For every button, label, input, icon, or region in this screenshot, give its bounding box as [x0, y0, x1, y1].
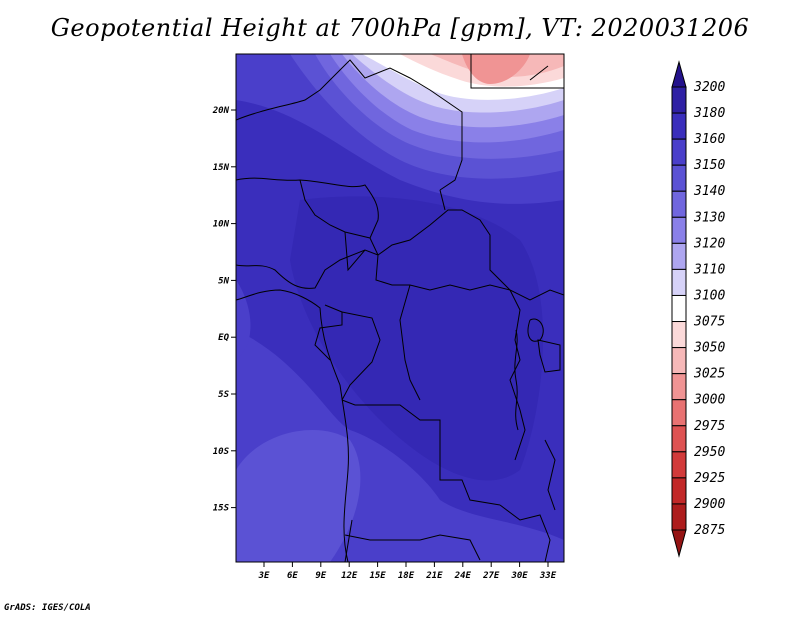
coastline	[529, 65, 549, 81]
colorbar-segment	[671, 451, 687, 479]
border-line	[470, 54, 564, 89]
lon-tick-label: 6E	[287, 571, 298, 581]
colorbar-label: 2900	[694, 497, 725, 512]
border-line	[236, 249, 379, 289]
lat-tick-label: 5S	[218, 390, 229, 400]
lon-tick-label: 18E	[398, 571, 415, 581]
coastline	[544, 439, 556, 511]
lat-tick-label: 15N	[213, 163, 230, 173]
colorbar-segment	[671, 164, 687, 192]
colorbar-segment	[671, 138, 687, 166]
lake-coast	[514, 329, 519, 431]
borders	[236, 54, 564, 562]
lon-tick-label: 9E	[315, 571, 326, 581]
colorbar-segment	[671, 190, 687, 218]
colorbar-label: 3120	[693, 236, 725, 251]
colorbar-segment	[671, 347, 687, 375]
colorbar-label: 3160	[693, 132, 725, 147]
colorbar: 3200 3180 3160 3150 3140 3130 3120 3110 3100 3075…	[671, 60, 725, 558]
map-area	[236, 54, 564, 562]
colorbar-label: 2950	[694, 445, 725, 460]
field-contour-west	[236, 280, 251, 360]
lon-tick-label: 12E	[341, 571, 358, 581]
border-line	[439, 189, 446, 211]
colorbar-segment	[671, 399, 687, 427]
colorbar-segment	[671, 294, 687, 323]
colorbar-segment	[671, 268, 687, 296]
lon-tick-label: 21E	[425, 571, 443, 581]
lon-tick-label: 27E	[482, 571, 500, 581]
colorbar-segment	[671, 216, 687, 244]
field-contour-3140-southwest	[236, 430, 361, 562]
colorbar-label: 3000	[693, 393, 725, 408]
colorbar-segment	[671, 112, 687, 140]
colorbar-label: 3025	[693, 367, 725, 382]
grads-credit: GrADS: IGES/COLA	[4, 603, 91, 613]
border-line	[299, 179, 371, 239]
lat-tick-label: EQ	[218, 333, 229, 343]
colorbar-label: 3180	[693, 106, 725, 121]
colorbar-label: 2875	[694, 523, 725, 538]
border-line	[341, 399, 501, 506]
border-line	[314, 304, 343, 361]
coastline	[236, 289, 349, 562]
colorbar-segment	[671, 477, 687, 505]
colorbar-segment	[671, 86, 687, 114]
map-frame	[235, 53, 565, 563]
colorbar-segment	[671, 425, 687, 453]
colorbar-label: 3130	[693, 210, 725, 225]
border-line	[341, 311, 381, 401]
field-contour-3160-core	[290, 196, 544, 481]
lon-tick-label: 3E	[258, 571, 270, 581]
lon-tick-label: 33E	[539, 571, 557, 581]
chart-title: Geopotential Height at 700hPa [gpm], VT:…	[50, 14, 750, 42]
border-line	[499, 504, 551, 562]
border-line	[375, 254, 511, 291]
colorbar-label: 2975	[694, 419, 725, 434]
border-line	[344, 534, 481, 561]
border-line	[399, 284, 421, 401]
lat-tick-label: 20N	[212, 106, 230, 116]
colorbar-segment	[671, 242, 687, 270]
colorbar-label: 3075	[693, 315, 725, 330]
lat-tick-label: 5N	[218, 276, 229, 286]
colorbar-top-arrow	[671, 60, 687, 88]
lat-tick-label: 10S	[213, 447, 230, 457]
border-line	[344, 231, 366, 272]
lon-tick-label: 15E	[369, 571, 386, 581]
lat-tick-label: 10N	[213, 220, 230, 230]
colorbar-label: 3140	[693, 184, 725, 199]
lon-tick-label: 24E	[454, 571, 472, 581]
colorbar-segment	[671, 503, 687, 531]
colorbar-label: 3200	[693, 80, 725, 95]
lon-tick-label: 30E	[510, 571, 528, 581]
colorbar-label: 3110	[693, 262, 725, 277]
colorbar-label: 2925	[694, 471, 725, 486]
colorbar-bottom-arrow	[671, 529, 687, 558]
colorbar-segment	[671, 373, 687, 401]
border-line	[236, 177, 564, 301]
field-contour-3000	[462, 54, 530, 84]
colorbar-segment	[671, 321, 687, 349]
colorbar-label: 3050	[693, 341, 725, 356]
colorbar-label: 3100	[693, 288, 725, 303]
longitude-axis: 3E 6E 9E 12E 15E 18E 21E 24E 27E 30E 33E	[258, 562, 557, 581]
latitude-axis: 20N 15N 10N 5N EQ 5S 10S 15S	[212, 106, 236, 514]
colorbar-label: 3150	[693, 158, 725, 173]
border-line	[236, 59, 463, 191]
lat-tick-label: 15S	[213, 504, 230, 514]
lake-coast	[537, 339, 561, 373]
